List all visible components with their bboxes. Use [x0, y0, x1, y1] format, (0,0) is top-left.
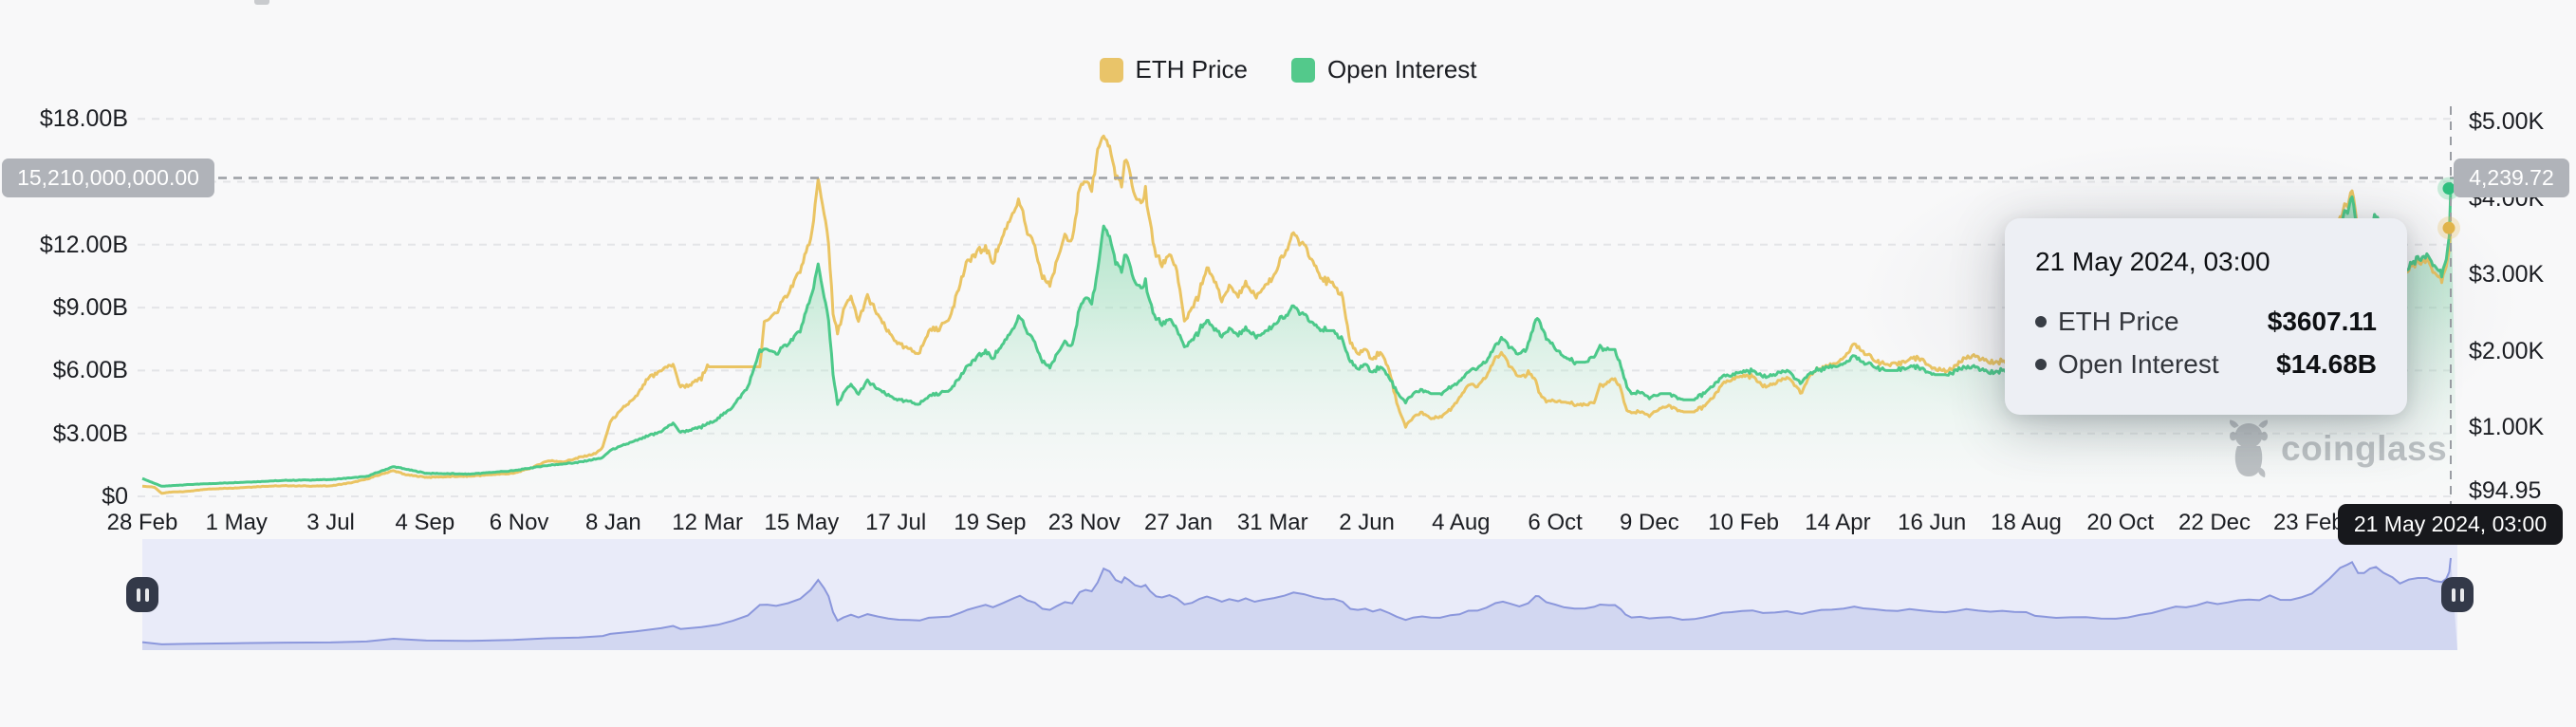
left-axis-tick: $9.00B [52, 294, 128, 322]
tooltip-date: 21 May 2024, 03:00 [2035, 247, 2270, 276]
left-axis-tick: $3.00B [52, 419, 128, 447]
x-axis-tick: 9 Dec [1620, 510, 1679, 535]
tooltip-value-open-interest: $14.68B [2276, 348, 2377, 379]
x-axis-tick: 4 Sep [395, 510, 455, 535]
right-axis-tick: $3.00K [2469, 261, 2545, 289]
x-axis-tick: 14 Apr [1805, 510, 1871, 535]
x-axis-tick: 8 Jan [585, 510, 641, 535]
right-axis-tick: $1.00K [2469, 414, 2545, 441]
legend-item-eth-price[interactable]: ETH Price [1099, 55, 1248, 84]
x-axis-tick: 17 Jul [865, 510, 927, 535]
x-axis-tick: 3 Jul [306, 510, 355, 535]
open-interest-swatch-icon [1290, 57, 1315, 83]
tooltip-label-eth-price: ETH Price [2058, 306, 2179, 336]
left-axis-tick: $12.00B [39, 231, 128, 258]
open-interest-marker-icon [2035, 358, 2047, 370]
x-axis-tick: 28 Feb [106, 510, 178, 535]
x-axis-tick: 15 May [764, 510, 840, 535]
x-axis-tick: 18 Aug [1991, 510, 2062, 535]
navigator-left-handle[interactable] [126, 577, 158, 612]
right-axis-tick: $94.95 [2469, 477, 2542, 504]
x-axis-tick: 22 Dec [2178, 510, 2252, 535]
eth-price-swatch-icon [1099, 57, 1123, 83]
x-axis-tick: 6 Nov [489, 510, 549, 535]
coinglass-watermark: coinglass [2226, 419, 2447, 478]
tooltip-label-open-interest: Open Interest [2058, 348, 2219, 379]
right-axis-tick: $5.00K [2469, 108, 2545, 135]
x-axis-tick: 2 Jun [1339, 510, 1395, 535]
x-axis-tick: 31 Mar [1236, 510, 1308, 535]
x-axis-tick: 1 May [205, 510, 268, 535]
x-axis-tick: 20 Oct [2086, 510, 2155, 535]
right-axis-tick: $2.00K [2469, 337, 2545, 364]
tooltip-row-open-interest: Open Interest $14.68B [2035, 343, 2377, 385]
x-axis-tick: 6 Oct [1528, 510, 1583, 535]
x-axis-tick: 4 Aug [1432, 510, 1491, 535]
x-axis-tick: 12 Mar [672, 510, 743, 535]
coinglass-watermark-text: coinglass [2281, 429, 2448, 468]
left-axis-tick: $6.00B [52, 357, 128, 384]
coinglass-bull-icon [2229, 419, 2269, 477]
tooltip-row-eth-price: ETH Price $3607.11 [2035, 300, 2377, 343]
legend-label-eth-price: ETH Price [1135, 55, 1248, 84]
x-axis-tick: 10 Feb [1708, 510, 1780, 535]
chart-tooltip: 21 May 2024, 03:00 ETH Price $3607.11 Op… [2005, 218, 2407, 415]
x-axis-tick: 19 Sep [954, 510, 1027, 535]
tooltip-value-eth-price: $3607.11 [2267, 306, 2377, 336]
x-axis-tick: 16 Jun [1898, 510, 1967, 535]
cropped-ui-fragment [254, 0, 269, 5]
navigator-right-handle[interactable] [2441, 577, 2474, 612]
left-axis-tick: $18.00B [39, 105, 128, 133]
eth-price-marker-icon [2035, 315, 2047, 327]
chart-legend: ETH Price Open Interest [1099, 55, 1477, 84]
x-axis-crosshair-badge: 21 May 2024, 03:00 [2338, 504, 2563, 545]
left-axis-tick: $0 [102, 483, 128, 510]
legend-item-open-interest[interactable]: Open Interest [1290, 55, 1477, 84]
x-axis-tick: 23 Nov [1047, 510, 1121, 535]
right-axis-crosshair-badge: 4,239.72 [2454, 158, 2569, 197]
legend-label-open-interest: Open Interest [1326, 55, 1477, 84]
x-axis-tick: 23 Feb [2272, 510, 2344, 535]
x-axis-tick: 27 Jan [1143, 510, 1214, 535]
left-axis-crosshair-badge: 15,210,000,000.00 [2, 158, 214, 197]
